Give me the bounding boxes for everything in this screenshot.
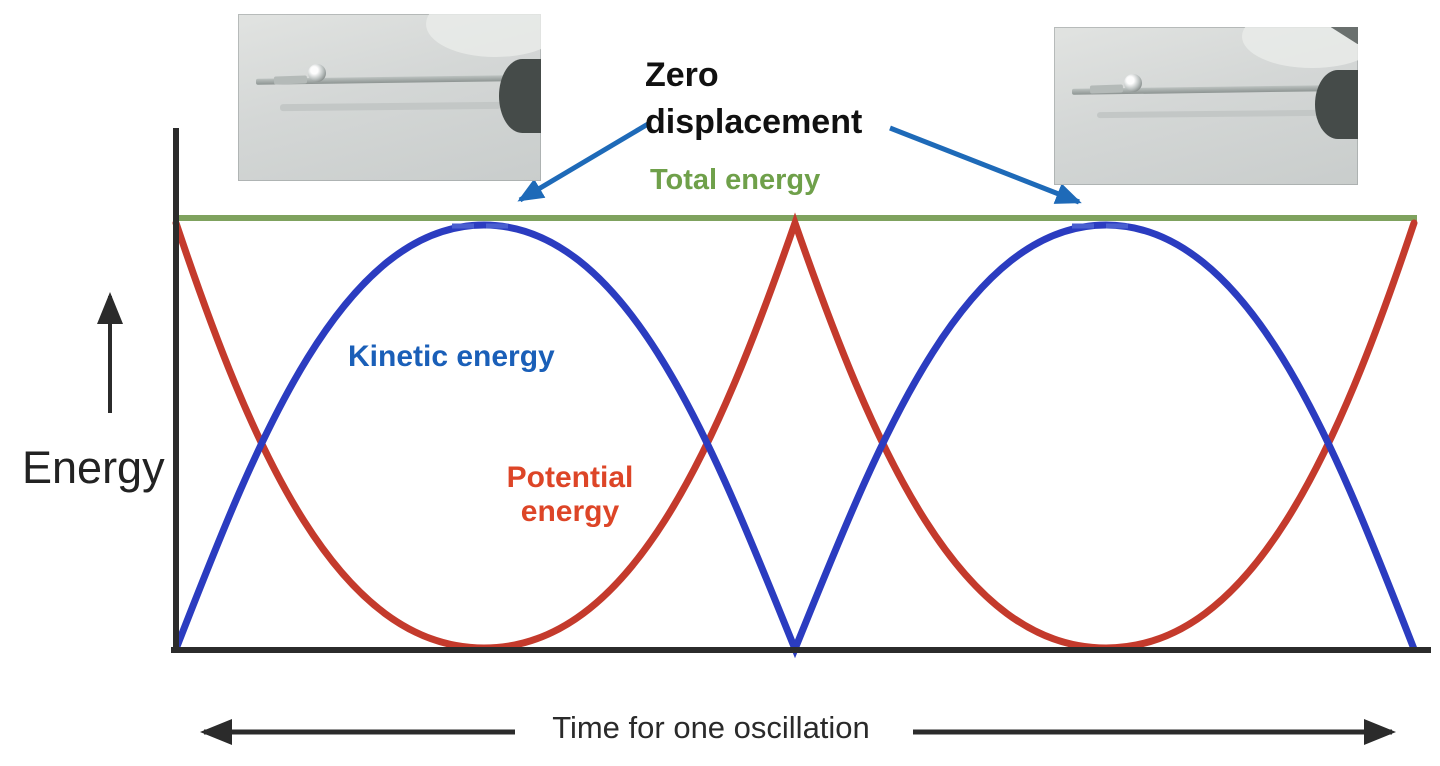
kinetic-energy-curve: [172, 221, 1418, 659]
zero-displacement-line1: Zero: [645, 56, 719, 94]
zero-displacement-arrow-right-icon: [889, 125, 1082, 205]
zero-displacement-line2: displacement: [645, 103, 863, 141]
x-axis-label: Time for one oscillation: [552, 710, 870, 745]
ruler-shadow: [280, 101, 502, 111]
experiment-photo-right: [1054, 27, 1358, 185]
y-axis-label: Energy: [22, 442, 165, 493]
zero-displacement-label: Zero displacement: [645, 52, 862, 146]
zero-displacement-arrow-left-icon: [517, 121, 650, 203]
experiment-photo-left: [238, 14, 541, 181]
potential-energy-line1: Potential: [506, 461, 634, 494]
mass-ball-icon: [1123, 74, 1142, 93]
ruler-shadow: [1096, 109, 1319, 119]
clamp-icon: [498, 59, 541, 133]
clamp-icon: [1315, 69, 1358, 140]
potential-energy-label: Potential energy: [494, 461, 646, 529]
total-energy-label: Total energy: [650, 164, 821, 196]
ruler-tip: [274, 75, 308, 85]
mass-ball-icon: [307, 64, 326, 83]
potential-energy-line2: energy: [520, 495, 620, 528]
photo-reflection: [425, 14, 541, 58]
kinetic-energy-label: Kinetic energy: [348, 340, 555, 373]
potential-energy-curve: [172, 212, 1418, 652]
